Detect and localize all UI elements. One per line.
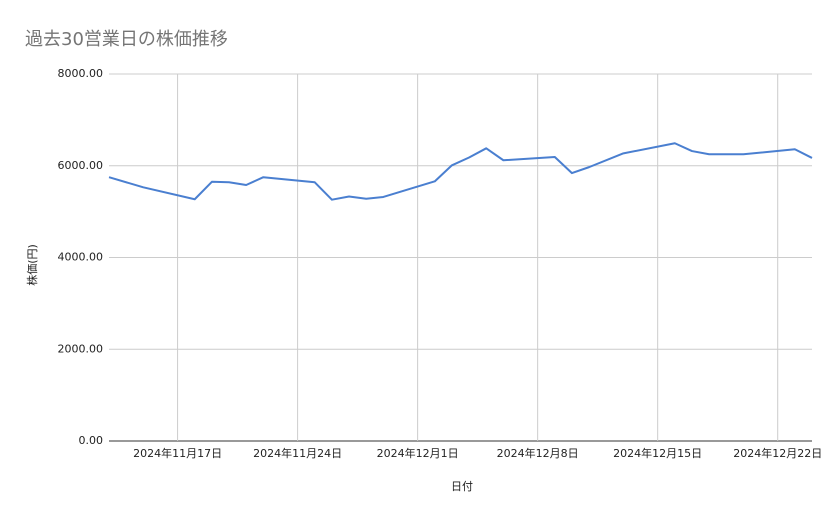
line-series bbox=[108, 142, 813, 201]
x-tick-label: 2024年12月1日 bbox=[377, 446, 459, 460]
chart-title: 過去30営業日の株価推移 bbox=[25, 29, 228, 50]
y-tick-label: 6000.00 bbox=[58, 159, 104, 172]
x-tick-label: 2024年11月17日 bbox=[133, 446, 222, 460]
y-tick-label: 4000.00 bbox=[58, 251, 104, 264]
y-tick-label: 8000.00 bbox=[58, 67, 104, 80]
x-tick-label: 2024年11月24日 bbox=[253, 446, 342, 460]
y-tick-label: 0.00 bbox=[79, 434, 104, 447]
y-axis-title: 株価(円) bbox=[25, 244, 39, 286]
x-axis-title: 日付 bbox=[451, 480, 473, 493]
x-tick-label: 2024年12月15日 bbox=[613, 446, 702, 460]
y-tick-label: 2000.00 bbox=[58, 342, 104, 355]
x-tick-label: 2024年12月8日 bbox=[497, 446, 579, 460]
x-tick-label: 2024年12月22日 bbox=[733, 446, 822, 460]
